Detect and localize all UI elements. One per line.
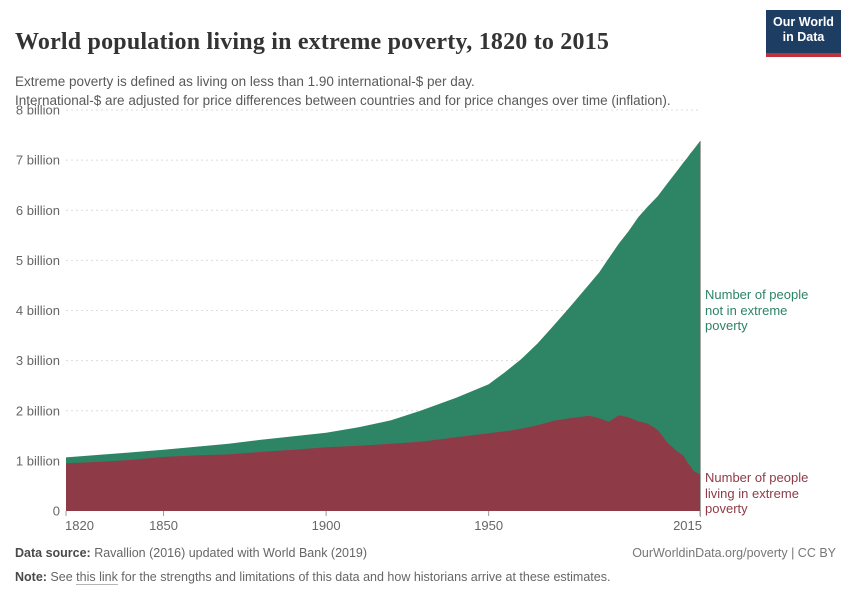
data-source-line: Data source: Ravallion (2016) updated wi… [15, 546, 367, 560]
note-label: Note: [15, 570, 47, 584]
page-title: World population living in extreme pover… [15, 29, 610, 56]
note-before-link: See [46, 570, 77, 584]
note-link[interactable]: this link [76, 570, 118, 585]
x-axis-tick-label: 2015 [673, 518, 702, 533]
chart-subtitle-line2: International-$ are adjusted for price d… [15, 92, 671, 108]
y-axis-tick-label: 3 billion [16, 353, 60, 368]
area-extreme-poverty [66, 415, 700, 511]
y-axis-tick-label: 1 billion [16, 453, 60, 468]
y-axis-tick-label: 7 billion [16, 153, 60, 168]
note-line: Note: See this link for the strengths an… [15, 570, 611, 585]
data-source-text: Ravallion (2016) updated with World Bank… [90, 546, 368, 560]
y-axis-tick-label: 6 billion [16, 203, 60, 218]
x-axis-tick-label: 1850 [149, 518, 178, 533]
y-axis-tick-label: 5 billion [16, 253, 60, 268]
y-axis-tick-label: 4 billion [16, 303, 60, 318]
y-axis-tick-label: 2 billion [16, 403, 60, 418]
y-axis-tick-label: 8 billion [16, 103, 60, 118]
note-after-link: for the strengths and limitations of thi… [117, 570, 611, 584]
series-label-in-poverty: Number of people living in extreme pover… [705, 470, 809, 516]
area-not-extreme-poverty [66, 141, 700, 511]
owid-logo-line1: Our World [773, 15, 834, 29]
owid-url-cc-link[interactable]: OurWorldinData.org/poverty | CC BY [632, 546, 836, 560]
y-axis-tick-label: 0 [53, 504, 60, 519]
owid-logo-line2: in Data [782, 30, 825, 44]
data-source-label: Data source: [15, 546, 91, 560]
x-axis-tick-label: 1820 [65, 518, 94, 533]
owid-logo[interactable]: Our World in Data [766, 10, 841, 57]
x-axis-tick-label: 1950 [474, 518, 503, 533]
x-axis-tick-label: 1900 [312, 518, 341, 533]
series-label-not-in-poverty: Number of people not in extreme poverty [705, 287, 809, 333]
chart-subtitle-line1: Extreme poverty is defined as living on … [15, 73, 475, 89]
